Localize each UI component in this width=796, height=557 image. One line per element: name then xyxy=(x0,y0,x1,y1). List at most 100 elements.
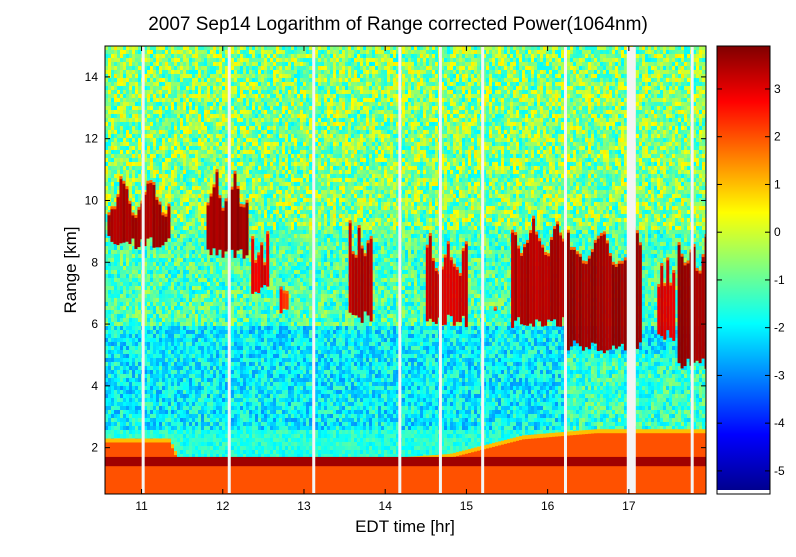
heatmap-cell xyxy=(159,110,162,114)
heatmap-cell xyxy=(471,78,474,82)
heatmap-cell xyxy=(396,58,399,62)
heatmap-cell xyxy=(471,138,474,142)
heatmap-cell xyxy=(513,50,516,54)
heatmap-cell xyxy=(354,62,357,66)
heatmap-cell xyxy=(375,70,378,74)
heatmap-cell xyxy=(486,86,489,90)
heatmap-cell xyxy=(567,122,570,126)
heatmap-cell xyxy=(252,70,255,74)
heatmap-cell xyxy=(510,70,513,74)
heatmap-cell xyxy=(663,50,666,54)
heatmap-cell xyxy=(132,118,135,122)
heatmap-cell xyxy=(186,86,189,90)
heatmap-cell xyxy=(186,102,189,106)
heatmap-cell xyxy=(216,54,219,58)
heatmap-cell xyxy=(369,98,372,102)
heatmap-cell xyxy=(195,110,198,114)
heatmap-cell xyxy=(261,54,264,58)
heatmap-cell xyxy=(405,90,408,94)
heatmap-cell xyxy=(618,134,621,138)
heatmap-cell xyxy=(264,70,267,74)
heatmap-cell xyxy=(135,114,138,118)
heatmap-cell xyxy=(216,118,219,122)
heatmap-cell xyxy=(123,50,126,54)
heatmap-cell xyxy=(693,130,696,134)
heatmap-cell xyxy=(306,50,309,54)
heatmap-cell xyxy=(303,110,306,114)
heatmap-cell xyxy=(519,102,522,106)
heatmap-cell xyxy=(693,118,696,122)
heatmap-cell xyxy=(462,110,465,114)
heatmap-cell xyxy=(327,58,330,62)
heatmap-cell xyxy=(291,122,294,126)
heatmap-cell xyxy=(672,126,675,130)
heatmap-cell xyxy=(402,110,405,114)
heatmap-cell xyxy=(531,138,534,142)
heatmap-cell xyxy=(150,78,153,82)
heatmap-cell xyxy=(684,102,687,106)
heatmap-cell xyxy=(459,118,462,122)
heatmap-cell xyxy=(495,70,498,74)
heatmap-cell xyxy=(336,74,339,78)
heatmap-cell xyxy=(225,90,228,94)
heatmap-cell xyxy=(504,82,507,86)
heatmap-cell xyxy=(309,142,312,146)
heatmap-cell xyxy=(447,90,450,94)
heatmap-cell xyxy=(396,134,399,138)
heatmap-cell xyxy=(435,70,438,74)
heatmap-cell xyxy=(603,122,606,126)
heatmap-cell xyxy=(483,94,486,98)
heatmap-cell xyxy=(555,66,558,70)
heatmap-cell xyxy=(597,62,600,66)
heatmap-cell xyxy=(504,62,507,66)
heatmap-cell xyxy=(603,98,606,102)
heatmap-cell xyxy=(507,82,510,86)
heatmap-cell xyxy=(189,62,192,66)
heatmap-cell xyxy=(639,66,642,70)
heatmap-cell xyxy=(432,110,435,114)
heatmap-cell xyxy=(117,138,120,142)
heatmap-cell xyxy=(465,114,468,118)
heatmap-cell xyxy=(645,106,648,110)
heatmap-cell xyxy=(609,66,612,70)
heatmap-cell xyxy=(642,118,645,122)
heatmap-cell xyxy=(543,74,546,78)
heatmap-cell xyxy=(543,126,546,130)
heatmap-cell xyxy=(216,98,219,102)
heatmap-cell xyxy=(348,74,351,78)
heatmap-cell xyxy=(246,82,249,86)
heatmap-cell xyxy=(636,66,639,70)
heatmap-cell xyxy=(231,54,234,58)
heatmap-cell xyxy=(567,114,570,118)
heatmap-cell xyxy=(189,106,192,110)
heatmap-cell xyxy=(639,74,642,78)
heatmap-cell xyxy=(444,122,447,126)
heatmap-cell xyxy=(663,102,666,106)
heatmap-cell xyxy=(321,110,324,114)
heatmap-cell xyxy=(258,130,261,134)
heatmap-cell xyxy=(447,142,450,146)
heatmap-cell xyxy=(663,106,666,110)
heatmap-cell xyxy=(369,114,372,118)
heatmap-cell xyxy=(477,66,480,70)
heatmap-cell xyxy=(402,90,405,94)
heatmap-cell xyxy=(459,78,462,82)
heatmap-cell xyxy=(315,54,318,58)
heatmap-cell xyxy=(519,46,522,50)
chart-title: 2007 Sep14 Logarithm of Range corrected … xyxy=(148,14,648,35)
heatmap-cell xyxy=(525,110,528,114)
heatmap-cell xyxy=(543,142,546,146)
heatmap-cell xyxy=(321,134,324,138)
heatmap-cell xyxy=(669,46,672,50)
heatmap-cell xyxy=(594,142,597,146)
heatmap-cell xyxy=(105,54,108,58)
heatmap-cell xyxy=(684,122,687,126)
heatmap-cell xyxy=(624,50,627,54)
heatmap-cell xyxy=(552,46,555,50)
heatmap-cell xyxy=(189,58,192,62)
heatmap-cell xyxy=(669,98,672,102)
heatmap-cell xyxy=(258,54,261,58)
heatmap-cell xyxy=(222,70,225,74)
heatmap-cell xyxy=(600,110,603,114)
heatmap-cell xyxy=(420,86,423,90)
